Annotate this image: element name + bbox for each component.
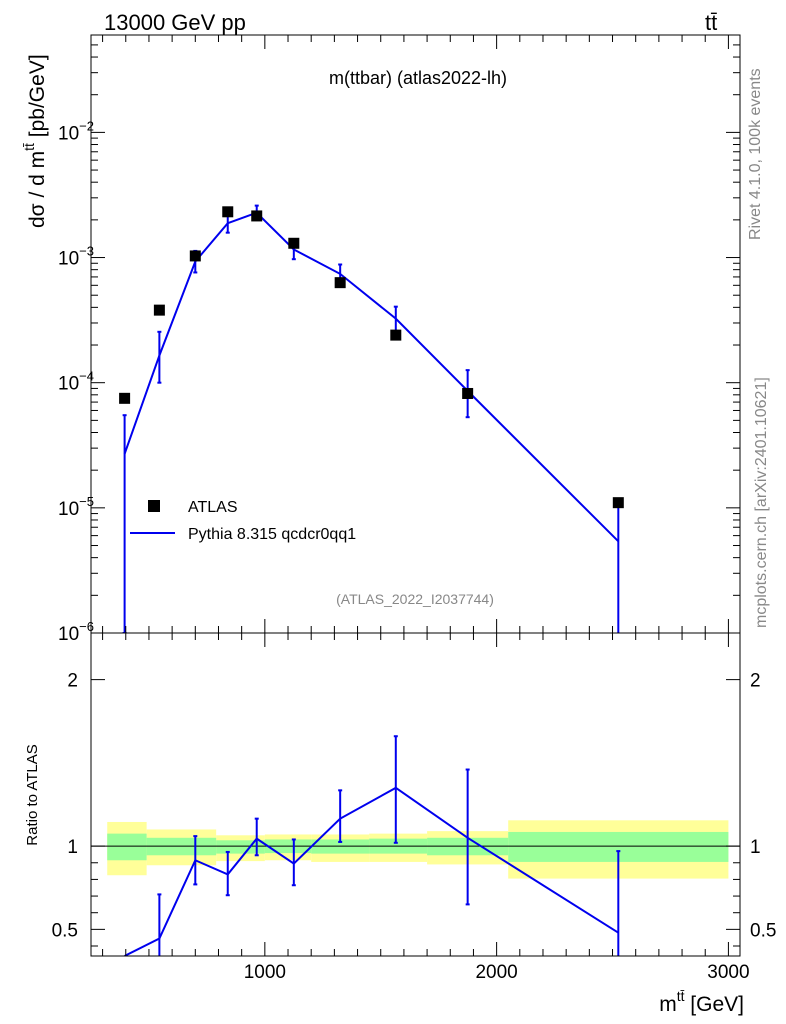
atlas-data-point: [612, 497, 624, 509]
main-ytick-label: 10−5: [58, 494, 94, 520]
main-marks: [119, 204, 624, 633]
atlas-data-point: [222, 206, 234, 218]
atlas-data-point: [119, 392, 131, 404]
main-clipped-group: [119, 204, 624, 633]
ratio-clipped-group: [91, 735, 740, 956]
mc-line: [123, 211, 620, 543]
ratio-ytick-label-left: 0.5: [52, 920, 78, 941]
ratio-y-axis-label: Ratio to ATLAS: [24, 744, 41, 845]
legend-atlas-label: ATLAS: [188, 499, 238, 516]
main-frame: [90, 34, 741, 634]
main-ytick-label: 10−3: [58, 244, 94, 270]
ratio-tick-labels: 0.5 0.5 1 1 2 2 1000 2000 3000: [52, 671, 777, 983]
analysis-id-label: (ATLAS_2022_I2037744): [336, 591, 494, 607]
atlas-data-point: [462, 387, 474, 399]
ratio-ytick-label-left: 2: [67, 671, 78, 692]
atlas-data-point: [390, 329, 402, 341]
atlas-data-point: [334, 277, 346, 289]
process-label: tt̄: [705, 10, 717, 35]
legend-atlas-marker: [148, 500, 160, 512]
ratio-line: [124, 786, 619, 956]
svg-text:dσ / d mtt̄ [pb/GeV]: dσ / d mtt̄ [pb/GeV]: [21, 54, 49, 228]
atlas-data-point: [251, 210, 263, 222]
main-ytick-label: 10−2: [58, 118, 94, 144]
ratio-band-inner: [107, 833, 147, 861]
main-y-axis-label: dσ / d mtt̄ [pb/GeV]: [21, 54, 49, 228]
ratio-marks: [91, 735, 740, 956]
svg-text:mtt̄ [GeV]: mtt̄ [GeV]: [659, 988, 744, 1016]
collision-energy-label: 13000 GeV pp: [104, 10, 246, 35]
ratio-ytick-label-left: 1: [67, 837, 78, 858]
main-ytick-label: 10−4: [58, 369, 94, 395]
main-ytick-labels: 10−2 10−3 10−4 10−5 10−6: [58, 118, 94, 645]
xtick-label: 3000: [707, 962, 749, 983]
ratio-panel: 0.5 0.5 1 1 2 2 1000 2000 3000 Ratio to ATLAS mt…: [24, 632, 777, 1016]
legend-mc-label: Pythia 8.315 qcdcr0qq1: [188, 526, 356, 543]
ratio-ytick-label-right: 2: [750, 671, 761, 692]
ratio-frame: [90, 632, 741, 957]
x-axis-label: mtt̄ [GeV]: [659, 988, 744, 1016]
ratio-ytick-label-right: 0.5: [750, 920, 776, 941]
legend: ATLAS Pythia 8.315 qcdcr0qq1: [130, 499, 356, 543]
main-ticks: [91, 34, 740, 634]
ratio-ticks: [91, 633, 740, 956]
atlas-data-point: [189, 250, 201, 262]
atlas-data-point: [288, 237, 300, 249]
xtick-label: 2000: [475, 962, 517, 983]
xtick-label: 1000: [244, 962, 286, 983]
ratio-ytick-label-right: 1: [750, 837, 761, 858]
main-ytick-label: 10−6: [58, 619, 94, 645]
rivet-version-label: Rivet 4.1.0, 100k events: [747, 68, 764, 240]
mcplots-reference-label: mcplots.cern.ch [arXiv:2401.10621]: [753, 377, 770, 628]
atlas-data-point: [153, 304, 165, 316]
plot-title: m(ttbar) (atlas2022-lh): [329, 68, 507, 88]
main-panel: m(ttbar) (atlas2022-lh) (ATLAS_2022_I203…: [21, 34, 741, 645]
